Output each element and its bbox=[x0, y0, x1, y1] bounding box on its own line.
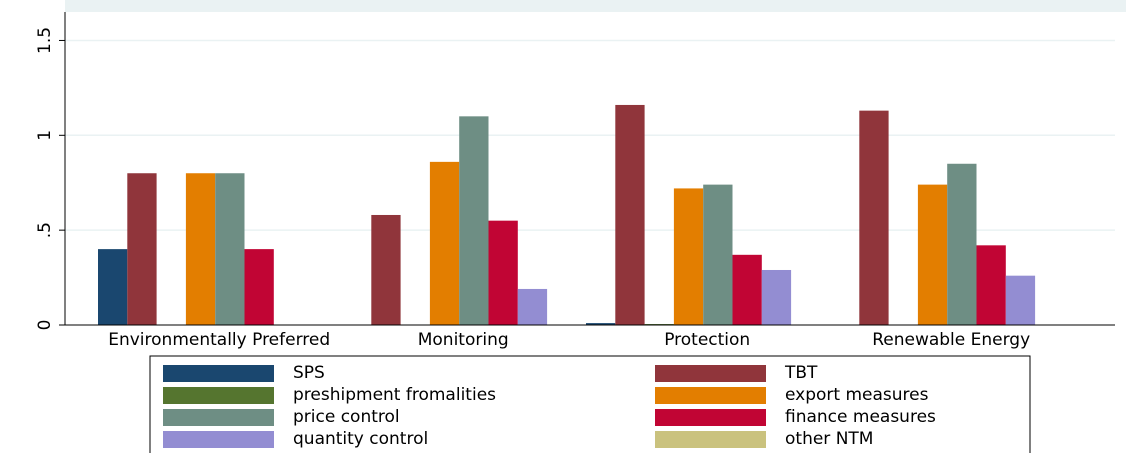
x-tick-label: Protection bbox=[664, 330, 750, 350]
legend-swatch bbox=[655, 387, 766, 404]
bar bbox=[244, 249, 274, 325]
legend-swatch bbox=[655, 409, 766, 426]
outer-band bbox=[65, 0, 1126, 12]
bar bbox=[517, 288, 548, 325]
bar bbox=[917, 184, 948, 325]
legend-label: preshipment fromalities bbox=[293, 385, 496, 405]
legend-swatch bbox=[163, 431, 274, 448]
y-tick-label: 1 bbox=[35, 130, 55, 141]
y-tick-label: .5 bbox=[35, 222, 55, 238]
legend-swatch bbox=[163, 409, 274, 426]
x-tick-label: Renewable Energy bbox=[872, 330, 1030, 350]
corner bbox=[0, 0, 65, 12]
bar bbox=[586, 323, 616, 325]
x-tick-label: Environmentally Preferred bbox=[108, 330, 330, 350]
bar bbox=[185, 173, 216, 325]
bar bbox=[488, 220, 518, 325]
bar bbox=[1005, 275, 1036, 325]
legend-box bbox=[149, 355, 1031, 453]
legend-label: other NTM bbox=[785, 429, 873, 449]
bar bbox=[673, 188, 704, 325]
bar bbox=[615, 104, 645, 326]
legend-swatch bbox=[655, 365, 766, 382]
bar bbox=[459, 116, 489, 325]
legend-label: quantity control bbox=[293, 429, 428, 449]
legend-swatch bbox=[655, 431, 766, 448]
bar bbox=[127, 173, 157, 325]
bar bbox=[429, 161, 460, 325]
x-tick-label: Monitoring bbox=[418, 330, 509, 350]
legend-label: SPS bbox=[293, 363, 325, 383]
legend-swatch bbox=[163, 387, 274, 404]
legend-label: finance measures bbox=[785, 407, 936, 427]
bar bbox=[976, 245, 1006, 325]
legend-label: TBT bbox=[784, 363, 818, 383]
bar bbox=[98, 249, 128, 325]
bar bbox=[859, 110, 889, 325]
bar bbox=[761, 269, 792, 325]
y-tick-label: 1.5 bbox=[35, 27, 55, 54]
legend-swatch bbox=[163, 365, 274, 382]
bar bbox=[215, 173, 245, 325]
bar bbox=[947, 163, 977, 325]
bar bbox=[703, 184, 733, 325]
bar bbox=[732, 254, 762, 325]
legend-label: export measures bbox=[785, 385, 929, 405]
legend-label: price control bbox=[293, 407, 400, 427]
y-tick-label: 0 bbox=[35, 320, 55, 331]
bar bbox=[371, 214, 401, 325]
